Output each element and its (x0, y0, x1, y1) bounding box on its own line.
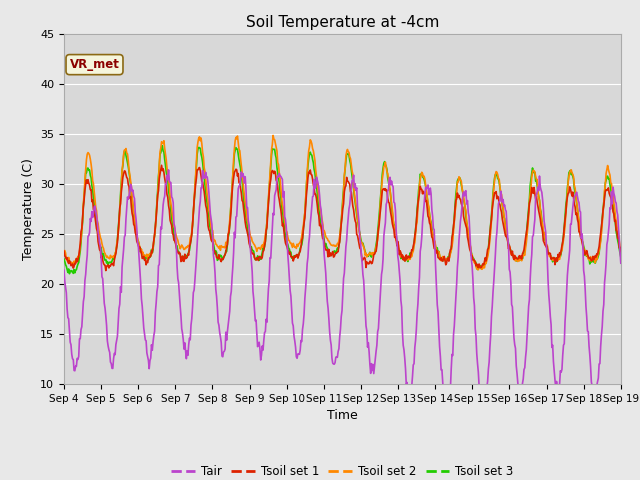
Text: VR_met: VR_met (70, 58, 120, 71)
Legend: Tair, Tsoil set 1, Tsoil set 2, Tsoil set 3: Tair, Tsoil set 1, Tsoil set 2, Tsoil se… (166, 461, 518, 480)
X-axis label: Time: Time (327, 409, 358, 422)
Y-axis label: Temperature (C): Temperature (C) (22, 158, 35, 260)
Title: Soil Temperature at -4cm: Soil Temperature at -4cm (246, 15, 439, 30)
